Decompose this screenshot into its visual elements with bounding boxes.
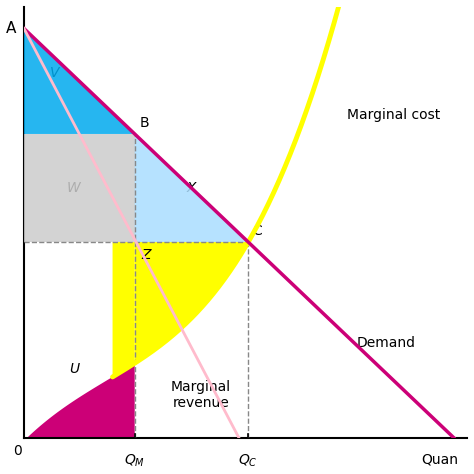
Text: B: B <box>139 116 149 130</box>
Bar <box>24 134 135 242</box>
Polygon shape <box>135 134 248 242</box>
Text: C: C <box>253 224 263 238</box>
Text: Z: Z <box>141 248 151 262</box>
Text: W: W <box>67 181 81 195</box>
Text: U: U <box>69 362 79 376</box>
Polygon shape <box>135 242 248 363</box>
Text: 0: 0 <box>13 444 22 458</box>
Text: Demand: Demand <box>356 336 415 350</box>
Polygon shape <box>24 28 135 134</box>
Text: $Q_M$: $Q_M$ <box>124 453 145 469</box>
Text: V: V <box>50 65 60 80</box>
Text: $Q_C$: $Q_C$ <box>238 453 258 469</box>
Text: X: X <box>187 181 196 195</box>
Text: A: A <box>6 21 16 36</box>
Text: Marginal
revenue: Marginal revenue <box>171 380 231 410</box>
Text: Quan: Quan <box>421 453 458 467</box>
Polygon shape <box>112 242 135 377</box>
Text: Y: Y <box>62 333 70 347</box>
Text: Marginal cost: Marginal cost <box>347 108 441 122</box>
Polygon shape <box>24 363 135 441</box>
